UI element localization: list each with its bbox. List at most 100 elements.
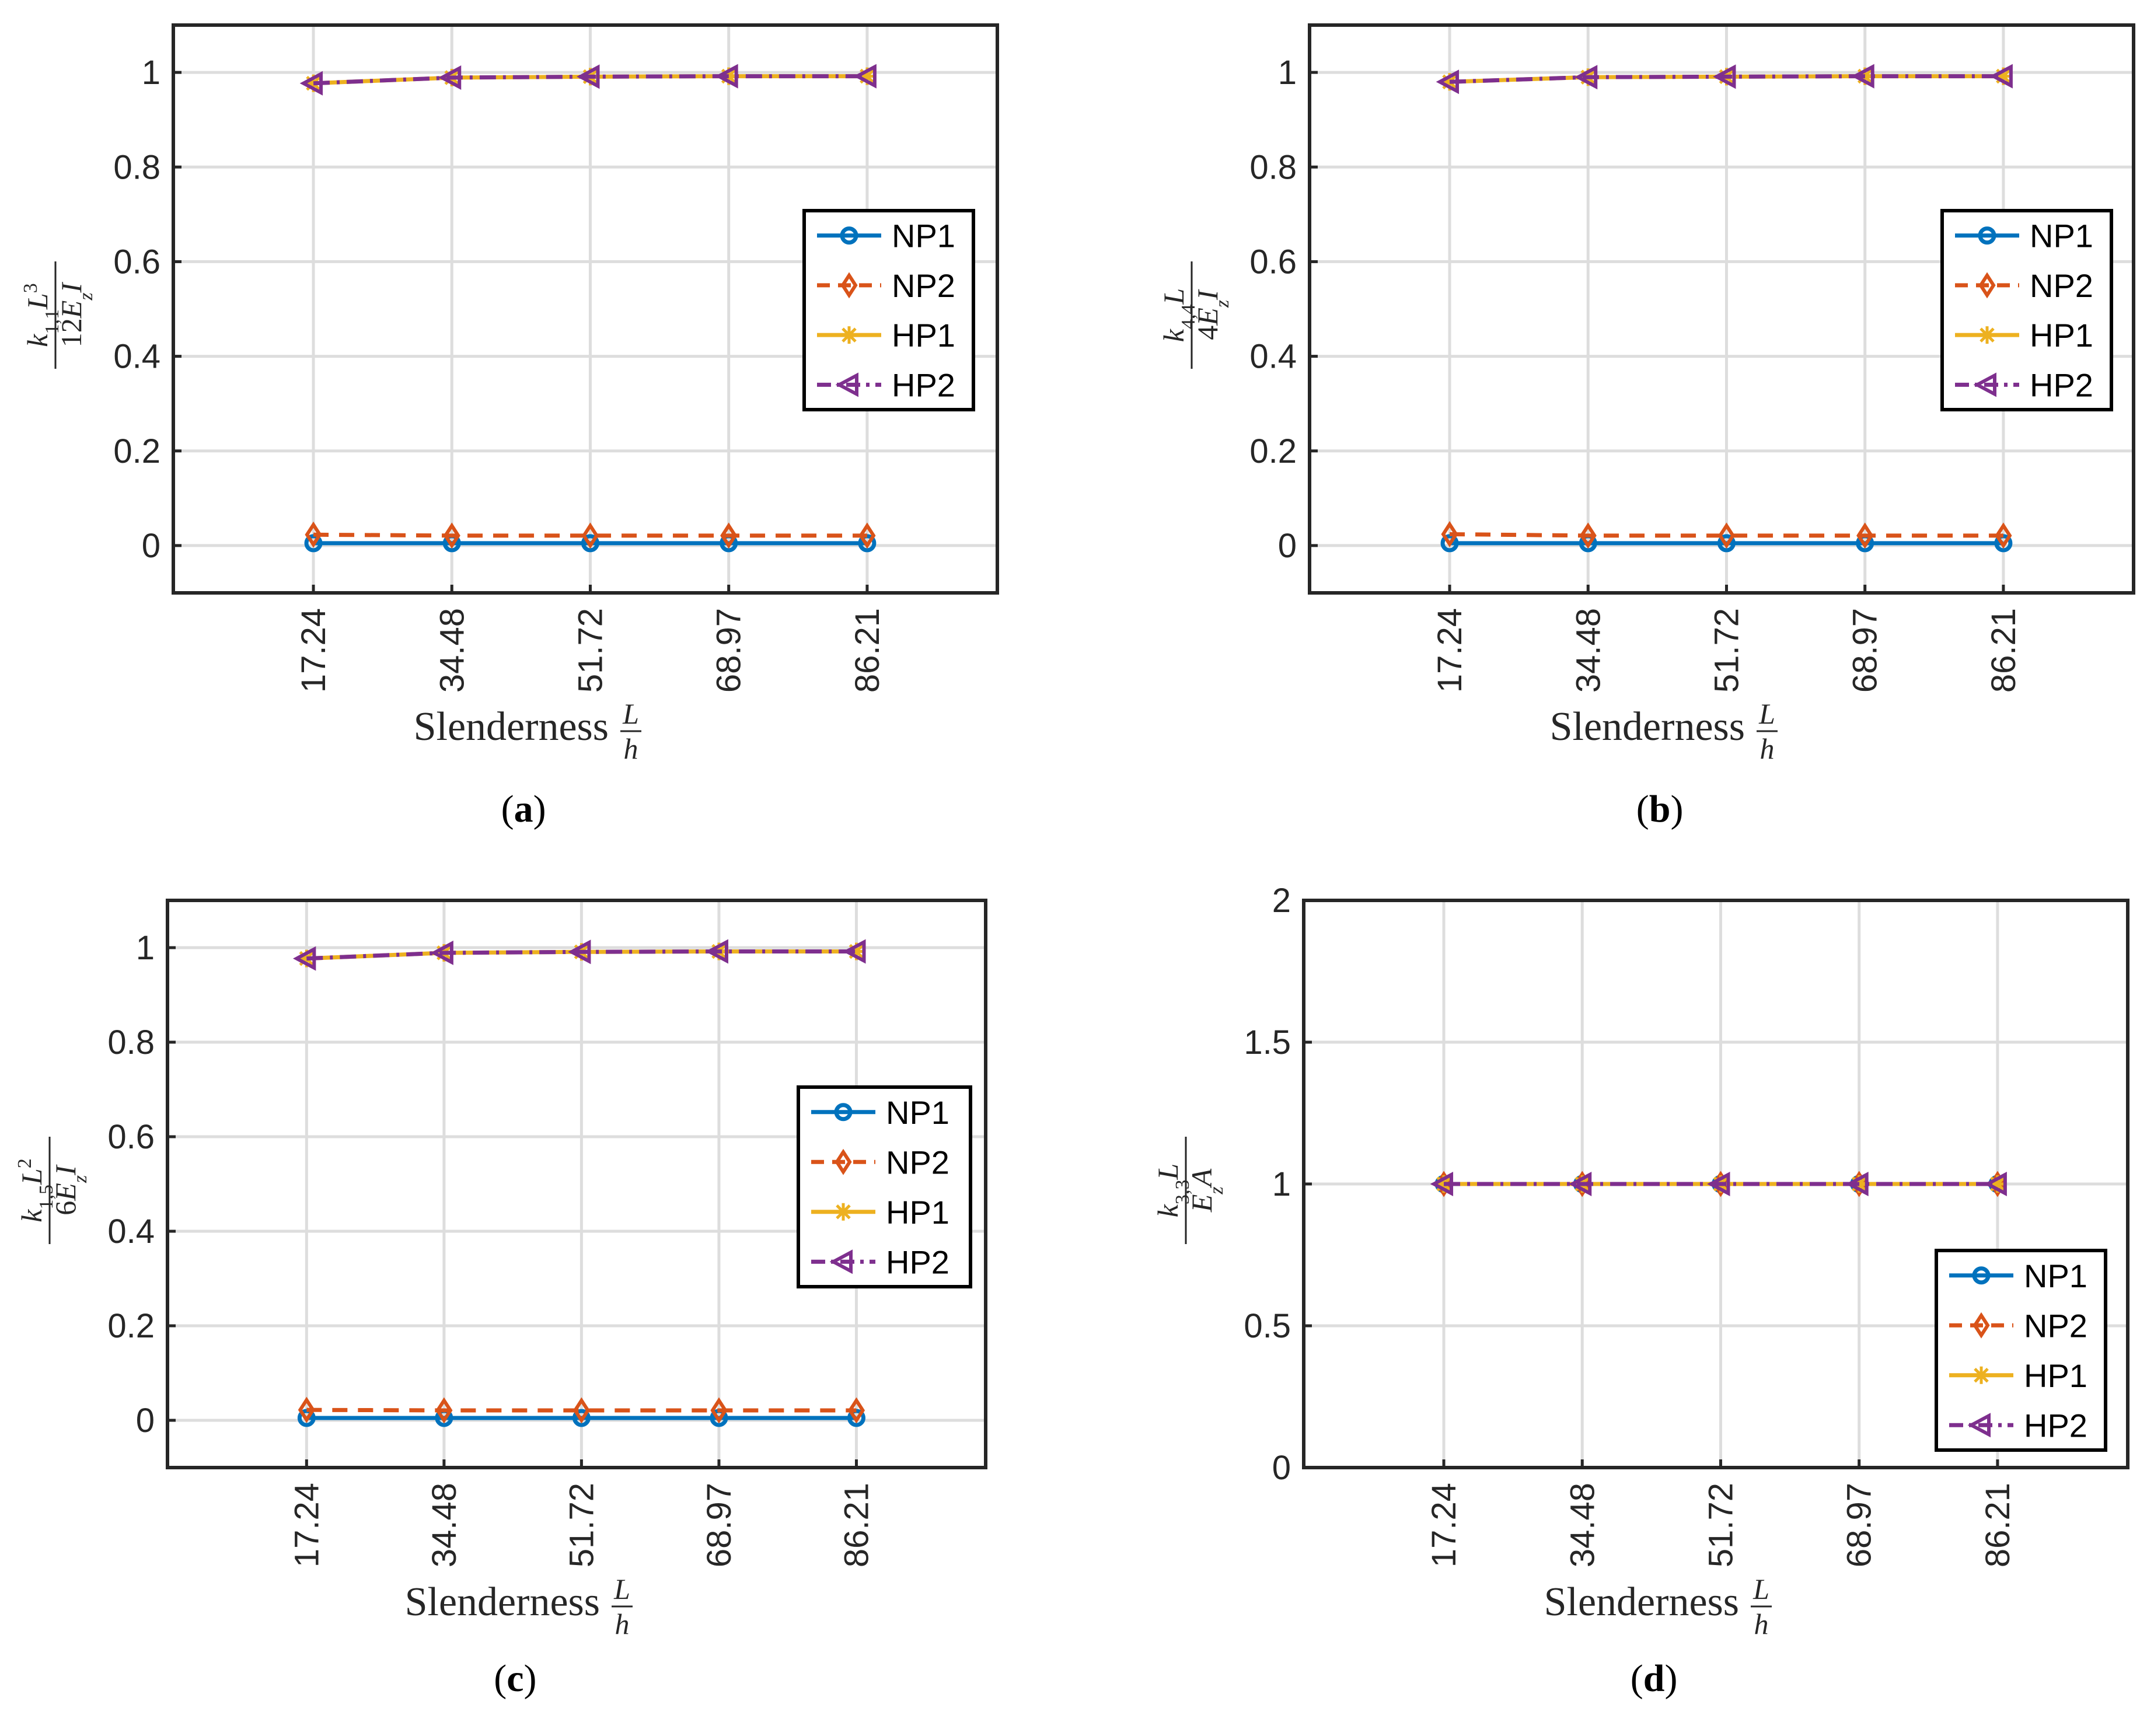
y-tick-label: 0.4	[107, 1213, 155, 1251]
y-tick-label: 0.2	[107, 1307, 155, 1345]
panel-label: (c)	[494, 1657, 536, 1700]
y-tick-label: 0.2	[113, 432, 160, 470]
x-tick-label: 51.72	[563, 1483, 601, 1567]
panel-label-paren: (	[1631, 1657, 1643, 1700]
y-axis-label-num-part: 1,1	[41, 309, 63, 334]
legend-marker-hp2	[1973, 372, 1996, 397]
y-tick-label: 0.5	[1244, 1307, 1291, 1345]
y-axis-label-den: 12EzI	[55, 281, 97, 347]
legend-label-np2: NP2	[886, 1144, 949, 1180]
data-point-hp2	[843, 939, 866, 964]
y-axis-label-den-part: I	[55, 281, 88, 293]
y-tick-label: 0.4	[1249, 338, 1297, 376]
y-tick-label: 0	[136, 1402, 155, 1440]
x-tick-label: 34.48	[425, 1483, 463, 1567]
legend-label-np2: NP2	[2024, 1307, 2087, 1344]
data-point-hp1	[847, 942, 865, 960]
y-tick-label: 2	[1272, 882, 1291, 920]
data-point-hp2	[1568, 1172, 1592, 1196]
x-axis-label-text: Slenderness	[1550, 704, 1745, 749]
y-axis-label-den-part: z	[69, 1175, 91, 1183]
x-axis-label-den: h	[1760, 732, 1775, 765]
x-tick-label: 17.24	[288, 1483, 326, 1567]
data-point-np2	[858, 522, 876, 549]
axes-box	[172, 23, 999, 595]
legend-marker-hp2	[829, 1249, 853, 1274]
y-tick-label: 0	[1278, 527, 1297, 565]
panel-label: (d)	[1631, 1657, 1678, 1700]
y-axis-label-den-part: I	[49, 1164, 82, 1176]
x-axis-label-den: h	[1754, 1608, 1769, 1640]
axes-box	[166, 899, 987, 1469]
x-tick-label: 68.97	[1846, 608, 1884, 693]
chart-panel-a: 0 0.2 0.4 0.6 0.8 1 17.24 34.48 51.72 68.97 86.21 S…	[20, 23, 999, 830]
series-np2	[305, 521, 876, 549]
y-tick-label: 1	[1272, 1165, 1291, 1203]
legend-marker-hp1	[835, 1203, 852, 1221]
series-line-hp2	[1449, 74, 2003, 84]
y-tick-label: 1	[1278, 54, 1297, 92]
data-point-hp2	[1436, 69, 1460, 95]
y-axis-label-den-part: z	[75, 292, 97, 301]
data-point-hp2	[299, 71, 323, 96]
data-point-hp2	[705, 939, 728, 964]
x-tick-label: 34.48	[433, 608, 471, 693]
y-axis-label-num-part: 1,5	[36, 1185, 57, 1210]
legend-marker-hp2	[1967, 1413, 1991, 1438]
y-axis-label-den-part: 12	[55, 318, 88, 347]
x-tick-label: 51.72	[1702, 1483, 1740, 1567]
legend-label-np1: NP1	[886, 1094, 949, 1131]
panel-label-paren: (	[494, 1657, 507, 1700]
legend: NP1 NP2 HP1 HP2	[802, 209, 975, 411]
y-axis-label-den-part: E	[1185, 1194, 1218, 1213]
x-tick-label: 86.21	[1979, 1483, 2017, 1567]
data-point-np2	[1579, 522, 1597, 549]
x-tick-label: 17.24	[295, 608, 333, 693]
legend-marker-hp1	[1978, 326, 1996, 344]
data-point-hp2	[430, 940, 453, 965]
data-point-hp2	[1851, 64, 1874, 89]
y-axis-label-den-part: E	[49, 1183, 82, 1201]
series-np2	[298, 1396, 865, 1424]
data-point-np2	[305, 521, 322, 548]
x-axis-label: Slenderness Lh	[1550, 697, 1778, 765]
y-tick-label: 0.8	[107, 1024, 155, 1061]
legend-marker-hp1	[840, 326, 858, 344]
y-axis-label-num-part: L	[21, 293, 54, 310]
y-tick-label: 0.6	[107, 1118, 155, 1156]
y-tick-label: 0.6	[113, 243, 160, 281]
legend-marker-hp1	[1973, 1366, 1990, 1384]
data-point-np2	[1995, 522, 2012, 549]
legend: NP1 NP2 HP1 HP2	[797, 1085, 972, 1288]
data-point-hp2	[1984, 1172, 2007, 1196]
legend-label-np2: NP2	[892, 267, 955, 304]
y-axis-label-den: 6EzI	[49, 1164, 91, 1215]
legend: NP1 NP2 HP1 HP2	[1940, 209, 2113, 411]
y-tick-label: 0.6	[1249, 243, 1297, 281]
y-axis-label-den-part: A	[1185, 1168, 1218, 1188]
data-point-hp2	[438, 65, 462, 90]
y-axis-label-den-part: E	[1191, 308, 1224, 326]
data-point-hp2	[568, 939, 591, 965]
legend-marker-np1	[834, 1103, 853, 1122]
x-axis-label: Slenderness Lh	[405, 1573, 633, 1640]
x-tick-label: 34.48	[1563, 1483, 1601, 1567]
data-point-hp2	[577, 64, 600, 89]
data-point-hp2	[292, 946, 316, 971]
y-axis-label-num-part: 4,4	[1178, 305, 1199, 330]
legend-label-hp2: HP2	[2024, 1407, 2087, 1444]
panel-label-paren: )	[533, 788, 546, 830]
x-axis-label: Slenderness Lh	[1544, 1573, 1772, 1640]
legend: NP1 NP2 HP1 HP2	[1935, 1249, 2107, 1452]
data-point-np2	[443, 522, 460, 549]
x-tick-label: 51.72	[1708, 608, 1745, 693]
y-axis-label-num: k1,1L3	[20, 283, 63, 347]
data-point-hp2	[715, 64, 738, 89]
y-tick-label: 0.8	[113, 148, 160, 186]
legend-marker-np2	[1973, 1312, 1990, 1339]
y-tick-label: 0.2	[1249, 432, 1297, 470]
y-tick-label: 1	[136, 929, 155, 967]
